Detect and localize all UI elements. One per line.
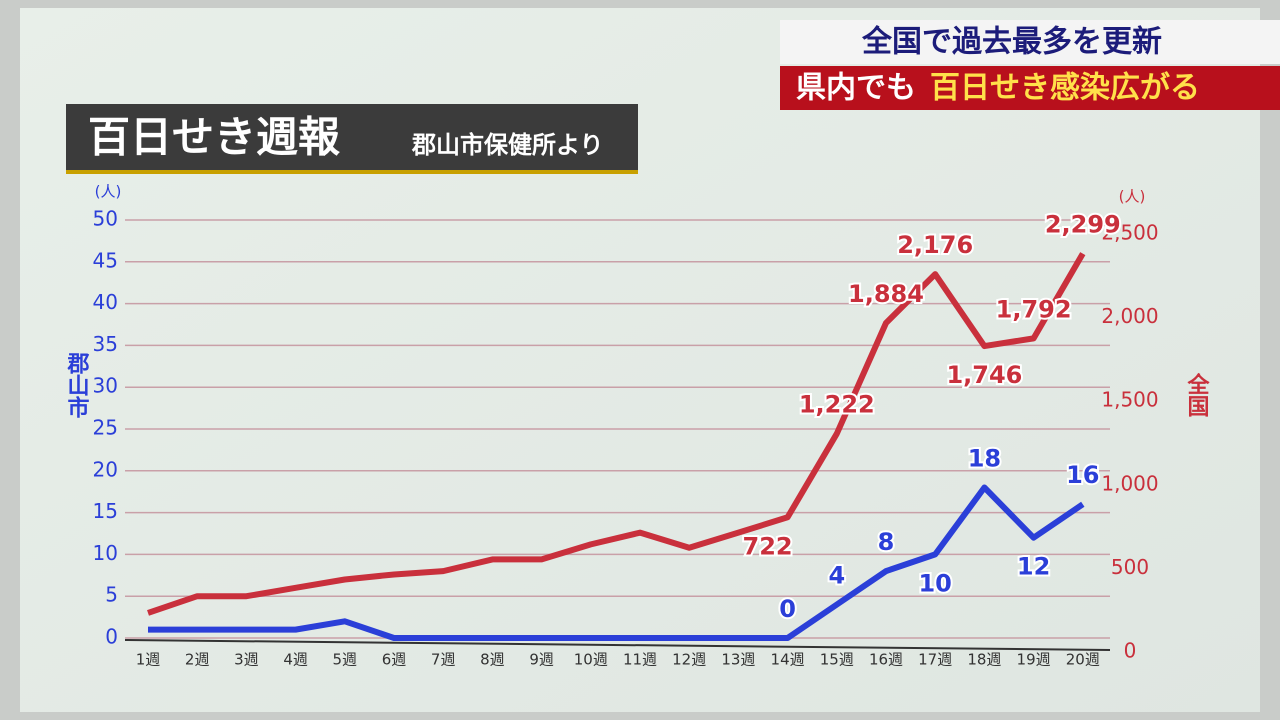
data-label: 16: [1066, 461, 1099, 489]
data-label: 1,792: [996, 295, 1072, 323]
y-tick-label: 10: [93, 541, 118, 565]
data-label: 12: [1017, 553, 1050, 581]
y2-unit: (人): [1119, 188, 1146, 206]
x-tick-label: 15週: [820, 651, 854, 669]
y-tick-label: 35: [93, 332, 118, 356]
y2-tick-label: 500: [1111, 555, 1149, 579]
banner-top: [780, 20, 1280, 64]
x-tick-label: 6週: [382, 651, 407, 669]
y-tick-label: 25: [93, 416, 118, 440]
y2-axis-title: 全国: [1184, 372, 1211, 418]
y2-tick-label: 1,000: [1101, 471, 1158, 495]
x-tick-label: 13週: [721, 651, 755, 669]
y-unit: (人): [95, 183, 122, 201]
x-tick-label: 10週: [574, 651, 608, 669]
banner-line2-prefix: 県内でも: [796, 71, 916, 106]
series-line: [148, 484, 1085, 641]
data-label: 18: [968, 445, 1001, 473]
x-tick-label: 4週: [283, 651, 308, 669]
y2-tick-label: 0: [1124, 639, 1137, 663]
y-tick-label: 40: [93, 290, 118, 314]
data-label: 4: [828, 562, 845, 590]
data-label: 1,746: [946, 361, 1022, 389]
chart-title: 百日せき週報: [88, 113, 340, 162]
chart-subtitle: 郡山市保健所より: [411, 131, 604, 159]
x-tick-label: 19週: [1017, 651, 1051, 669]
x-axis: [124, 639, 1111, 651]
y-tick-label: 30: [93, 374, 118, 398]
data-label: 2,299: [1045, 211, 1121, 239]
series-line: [147, 252, 1086, 616]
y-tick-label: 5: [105, 583, 118, 607]
y-tick-label: 15: [93, 499, 118, 523]
y-tick-label: 50: [93, 207, 118, 231]
banner-line2-highlight: 百日せき感染広がる: [930, 71, 1200, 106]
data-label: 722: [743, 532, 793, 560]
x-tick-label: 11週: [623, 651, 657, 669]
data-label: 8: [878, 528, 895, 556]
x-tick-label: 7週: [431, 651, 456, 669]
y2-tick-label: 1,500: [1101, 388, 1158, 412]
y2-tick-label: 2,500: [1101, 221, 1158, 245]
y-axis-title: 郡山市: [64, 352, 91, 418]
data-label: 0: [779, 595, 796, 623]
banner-bottom: [780, 66, 1280, 110]
x-tick-label: 9週: [529, 651, 554, 669]
x-tick-label: 20週: [1066, 651, 1100, 669]
data-label: 2,176: [897, 231, 973, 259]
x-tick-label: 3週: [234, 651, 259, 669]
title-underline: [66, 170, 638, 174]
y-tick-label: 0: [105, 625, 118, 649]
x-tick-label: 8週: [480, 651, 505, 669]
x-tick-label: 18週: [967, 651, 1001, 669]
data-label: 10: [918, 569, 951, 597]
banner-line1: 全国で過去最多を更新: [861, 25, 1162, 60]
x-tick-label: 17週: [918, 651, 952, 669]
y-tick-label: 45: [93, 248, 118, 272]
x-tick-label: 14週: [771, 651, 805, 669]
data-label: 1,222: [799, 391, 875, 419]
x-tick-label: 16週: [869, 651, 903, 669]
x-tick-label: 2週: [185, 651, 210, 669]
data-label: 1,884: [848, 280, 924, 308]
title-box: [66, 104, 638, 172]
y-tick-label: 20: [93, 457, 118, 481]
x-tick-label: 1週: [136, 651, 161, 669]
y2-tick-label: 2,000: [1101, 304, 1158, 328]
x-tick-label: 5週: [333, 651, 358, 669]
x-tick-label: 12週: [672, 651, 706, 669]
